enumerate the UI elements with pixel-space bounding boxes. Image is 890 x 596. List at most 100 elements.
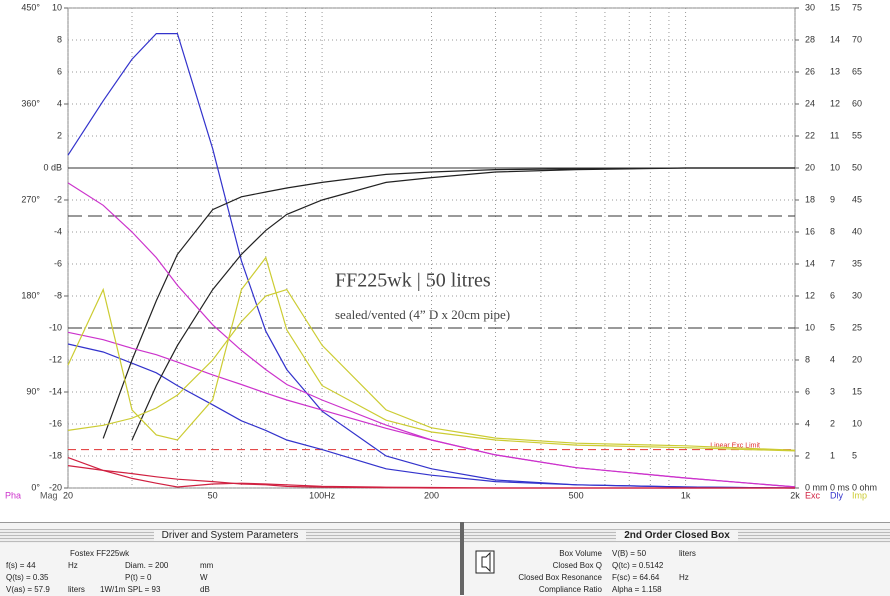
y-tick-label: 0 dB (43, 162, 62, 172)
axis-label: Dly (830, 490, 843, 500)
y-tick-label: 6 (805, 386, 810, 396)
y-tick-label: -12 (49, 354, 62, 364)
param: Diam. = 200 (125, 561, 169, 570)
y-tick-label: 4 (805, 418, 810, 428)
y-tick-label: 35 (852, 258, 862, 268)
y-tick-label: -2 (54, 194, 62, 204)
box-panel: 2nd Order Closed Box Box Volume V(B) = 50… (464, 522, 890, 596)
box-label: Compliance Ratio (538, 585, 602, 594)
param-unit: dB (200, 585, 210, 594)
x-tick-label: 500 (569, 490, 584, 500)
chart-subtitle: sealed/vented (4” D x 20cm pipe) (335, 307, 510, 322)
x-tick-label: 1k (681, 490, 691, 500)
driver-name: Fostex FF225wk (70, 549, 130, 558)
box-unit: liters (679, 549, 696, 558)
y-tick-label: 2 (57, 130, 62, 140)
y-tick-label: 10 (830, 162, 840, 172)
y-tick-label: 70 (852, 34, 862, 44)
y-tick-label: 3 (830, 386, 835, 396)
axis-label: Exc (805, 490, 821, 500)
y-tick-label: -18 (49, 450, 62, 460)
param: V(as) = 57.9 (6, 585, 50, 594)
series-line (67, 331, 796, 488)
y-tick-label: 60 (852, 98, 862, 108)
y-tick-label: 270° (21, 194, 40, 204)
y-tick-label: 10 (52, 2, 62, 12)
y-tick-label: 28 (805, 34, 815, 44)
y-tick-label: 180° (21, 290, 40, 300)
y-tick-label: 5 (830, 322, 835, 332)
box-value: V(B) = 50 (612, 549, 647, 558)
exc-limit-label: Linear Exc Limit (710, 442, 760, 449)
y-tick-label: 2 (805, 450, 810, 460)
x-tick-label: 200 (424, 490, 439, 500)
y-tick-label: 8 (57, 34, 62, 44)
y-tick-label: 22 (805, 130, 815, 140)
y-tick-label: 6 (57, 66, 62, 76)
box-value: Q(tc) = 0.5142 (612, 561, 664, 570)
y-tick-label: 8 (805, 354, 810, 364)
box-value: Alpha = 1.158 (612, 585, 662, 594)
y-tick-label: 2 (830, 418, 835, 428)
icon-driver (481, 551, 491, 573)
panel-title: 2nd Order Closed Box (616, 530, 738, 541)
panel-header: 2nd Order Closed Box (464, 529, 890, 543)
x-tick-label: 20 (63, 490, 73, 500)
y-tick-label: 14 (805, 258, 815, 268)
axis-label: Imp (852, 490, 867, 500)
param: 1W/1m SPL = 93 (100, 585, 161, 594)
box-unit: Hz (679, 573, 689, 582)
chart: FF225wk | 50 litres sealed/vented (4” D … (5, 2, 877, 500)
y-tick-label: 12 (830, 98, 840, 108)
y-tick-label: -10 (49, 322, 62, 332)
y-tick-label: 4 (57, 98, 62, 108)
divider (460, 522, 464, 595)
y-tick-label: 25 (852, 322, 862, 332)
y-tick-label: 12 (805, 290, 815, 300)
y-tick-label: 10 (852, 418, 862, 428)
box-icon (475, 550, 495, 574)
y-tick-label: 18 (805, 194, 815, 204)
series-line (102, 167, 795, 439)
axis-label: Mag (40, 490, 58, 500)
y-tick-label: -16 (49, 418, 62, 428)
param-unit: liters (68, 585, 85, 594)
y-tick-label: -8 (54, 290, 62, 300)
icon-box (475, 550, 495, 574)
series-line (67, 343, 796, 489)
y-tick-label: -20 (49, 482, 62, 492)
y-tick-label: 450° (21, 2, 40, 12)
param: P(t) = 0 (125, 573, 152, 582)
panel-title: Driver and System Parameters (153, 530, 307, 541)
y-tick-label: -6 (54, 258, 62, 268)
y-tick-label: 9 (830, 194, 835, 204)
y-tick-label: 5 (852, 450, 857, 460)
y-tick-label: 75 (852, 2, 862, 12)
y-tick-label: 13 (830, 66, 840, 76)
series-line (67, 465, 795, 489)
y-tick-label: 50 (852, 162, 862, 172)
y-tick-label: 20 (852, 354, 862, 364)
y-tick-label: 11 (830, 130, 839, 140)
y-tick-label: 0 ohm (852, 482, 877, 492)
box-label: Closed Box Q (552, 561, 602, 570)
chart-title: FF225wk | 50 litres (335, 270, 491, 292)
y-tick-label: 90° (26, 386, 40, 396)
axis-label: Pha (5, 490, 21, 500)
y-tick-label: -14 (49, 386, 62, 396)
param-unit: mm (200, 561, 214, 570)
y-tick-label: 0 mm (805, 482, 828, 492)
param-unit: W (200, 573, 208, 582)
param: f(s) = 44 (6, 561, 36, 570)
param: Q(ts) = 0.35 (6, 573, 49, 582)
y-tick-label: 30 (805, 2, 815, 12)
y-tick-label: 15 (830, 2, 840, 12)
y-tick-label: -4 (54, 226, 62, 236)
y-tick-label: 10 (805, 322, 815, 332)
y-tick-label: 26 (805, 66, 815, 76)
box-label: Closed Box Resonance (518, 573, 602, 582)
series-line (67, 33, 796, 489)
y-tick-label: 45 (852, 194, 862, 204)
y-tick-label: 30 (852, 290, 862, 300)
y-tick-label: 65 (852, 66, 862, 76)
